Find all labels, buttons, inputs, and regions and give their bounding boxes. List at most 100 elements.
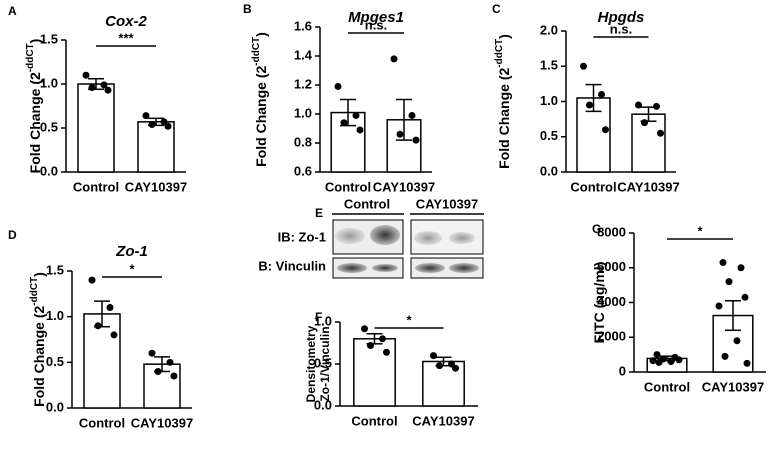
blot: E Control CAY10397 IB: Zo-1 B: Vinculin [258, 196, 484, 279]
data-point [396, 130, 404, 138]
y-axis-label: Fold Change (2-ddCT) [494, 34, 512, 169]
y-axis-label: Fold Change (2-ddCT) [25, 39, 43, 174]
x-tick-label: Control [570, 179, 616, 194]
panel-letter: F [315, 310, 322, 324]
data-point [340, 119, 348, 127]
panel-letter: C [492, 2, 501, 16]
data-point [390, 55, 398, 63]
y-axis-label: Fold Change (2-ddCT) [251, 32, 269, 167]
y-tick-label: 1.5 [40, 31, 58, 46]
bar [83, 313, 121, 409]
data-point [334, 82, 342, 90]
data-point [88, 84, 96, 92]
y-tick-label: 1.6 [294, 18, 312, 33]
band [372, 264, 398, 272]
band [414, 231, 442, 245]
bar [631, 113, 666, 173]
data-point [733, 337, 741, 345]
band [449, 263, 479, 273]
band [415, 263, 445, 273]
y-tick-label: 8000 [597, 224, 626, 239]
y-axis-label-part: ) [496, 34, 512, 39]
data-point [352, 111, 360, 119]
y-axis-label-part: Fold Change (2 [253, 66, 269, 167]
panel-letter: D [8, 228, 17, 242]
y-axis-label: FITC (ng/ml) [591, 262, 607, 344]
panel-letter: B [243, 2, 252, 16]
x-tick-label: Control [325, 179, 371, 194]
y-axis-label-part: Fold Change (2 [31, 306, 47, 407]
y-tick-label: 1.0 [294, 105, 312, 120]
data-point [721, 352, 729, 360]
data-point [586, 101, 593, 109]
data-point [719, 259, 727, 267]
data-point [148, 349, 156, 357]
data-point [367, 342, 374, 350]
y-tick-label: 0.0 [40, 163, 58, 178]
x-tick-label: CAY10397 [617, 179, 679, 194]
y-axis-label: Zo-1/Vinculin [318, 326, 332, 401]
data-point [412, 136, 420, 144]
data-point [675, 356, 683, 364]
data-point [436, 362, 443, 370]
y-axis-label: Densitometry [304, 325, 318, 402]
y-axis-label-part: ) [253, 32, 269, 37]
bar [330, 111, 366, 173]
band [335, 228, 365, 244]
y-tick-label: 6000 [597, 259, 626, 274]
data-point [148, 120, 156, 128]
data-point [655, 358, 663, 366]
data-point [741, 293, 749, 301]
data-point [580, 62, 587, 70]
x-tick-label: CAY10397 [412, 413, 474, 428]
significance-label: * [406, 312, 412, 327]
chart-title: Zo-1 [115, 243, 148, 260]
y-axis-label-sup: -ddCT [494, 39, 505, 68]
y-tick-label: 1.0 [540, 93, 558, 108]
y-tick-label: 1.0 [40, 75, 58, 90]
band [337, 263, 367, 273]
y-tick-label: 0.6 [294, 163, 312, 178]
bar [77, 83, 115, 173]
data-point [667, 358, 675, 366]
blot-row: IB: Zo-1 [278, 229, 326, 244]
data-point [104, 86, 112, 94]
y-tick-label: 1.0 [314, 313, 332, 328]
blot-column: Control [344, 196, 390, 211]
data-point [383, 348, 390, 356]
significance-label: n.s. [610, 21, 632, 36]
data-point [653, 351, 661, 359]
x-tick-label: Control [79, 415, 125, 430]
x-tick-label: Control [644, 379, 690, 394]
y-tick-label: 0.5 [540, 128, 558, 143]
bar [353, 338, 396, 407]
data-point [106, 304, 114, 312]
y-axis-label-part: ) [31, 272, 47, 277]
data-point [94, 322, 102, 330]
y-tick-label: 0.0 [540, 163, 558, 178]
data-point [598, 90, 605, 98]
y-axis-label-sup: -ddCT [251, 37, 262, 66]
chart-title: Hpgds [598, 9, 645, 26]
data-point [602, 126, 609, 134]
data-point [430, 352, 437, 360]
y-tick-label: 1.5 [540, 58, 558, 73]
y-axis-label-sup: -ddCT [29, 277, 40, 306]
panel-letter: G [592, 222, 601, 236]
blot-frame [410, 257, 484, 279]
y-axis-label-part: FITC (ng/ml) [591, 262, 607, 344]
panel-letter: A [8, 4, 17, 18]
y-tick-label: 1.2 [294, 76, 312, 91]
y-axis-label-part: Fold Change (2 [496, 68, 512, 169]
chart-title: Cox-2 [105, 13, 147, 30]
y-axis-label: Fold Change (2-ddCT) [29, 272, 47, 407]
data-point [635, 101, 642, 109]
x-tick-label: CAY10397 [125, 179, 187, 194]
y-tick-label: 0.5 [46, 354, 64, 369]
blot-column: CAY10397 [416, 196, 478, 211]
data-point [88, 276, 96, 284]
data-point [725, 278, 733, 286]
chart-title: Mpges1 [348, 9, 404, 26]
y-tick-label: 1.4 [294, 47, 313, 62]
